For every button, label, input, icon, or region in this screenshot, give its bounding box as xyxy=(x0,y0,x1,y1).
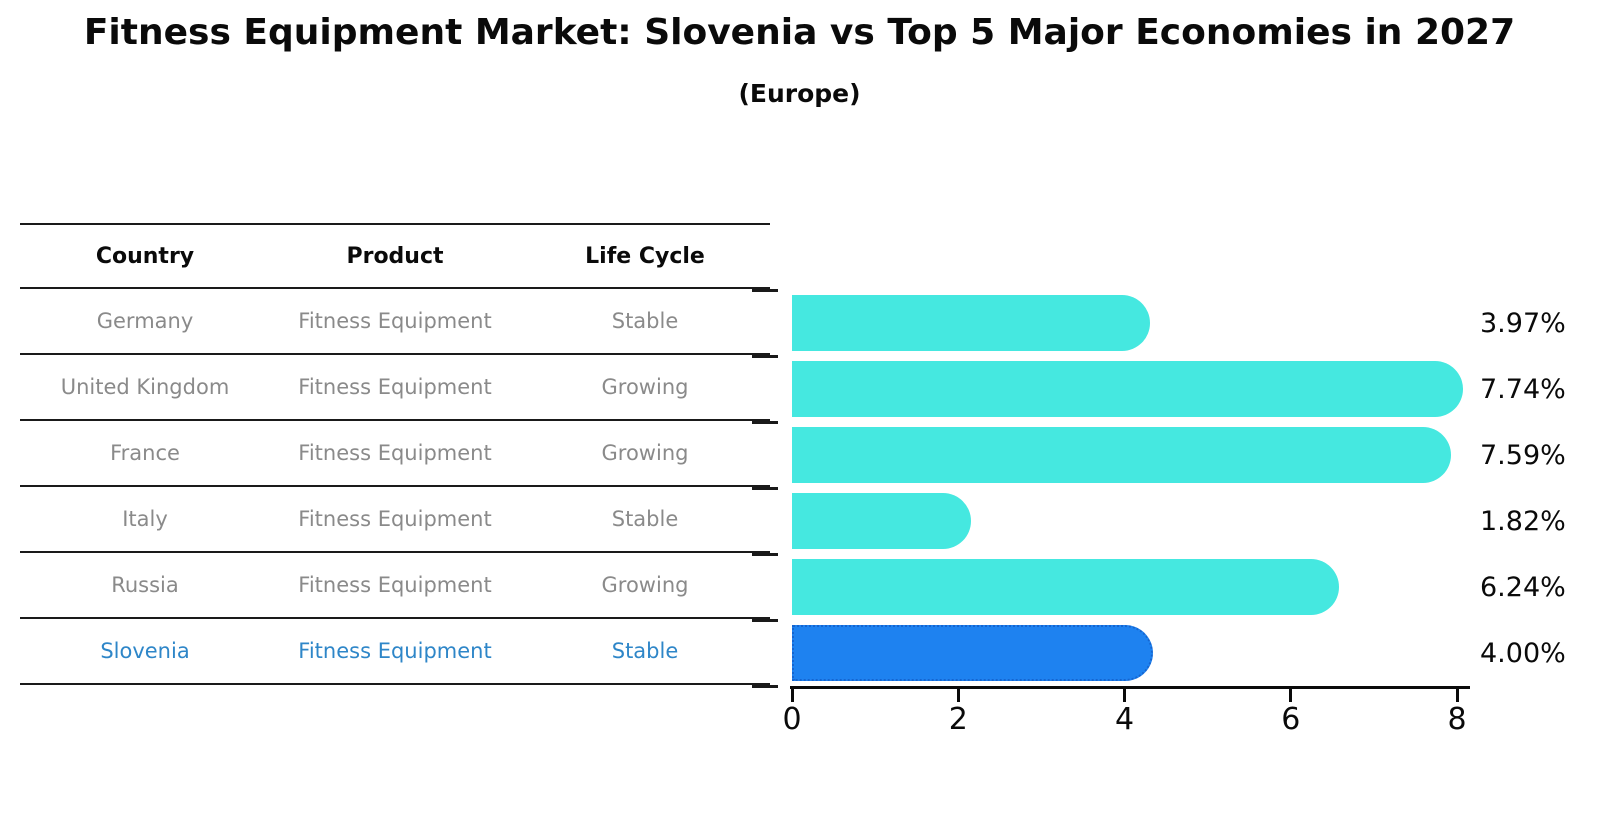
table-cell-country: United Kingdom xyxy=(60,375,230,399)
bar-value-label: 1.82% xyxy=(1480,505,1566,537)
bar-value-label: 7.74% xyxy=(1480,373,1566,405)
table-cell-country: Russia xyxy=(111,573,179,597)
table-cell-product: Fitness Equipment xyxy=(298,441,492,465)
bar-value-label: 4.00% xyxy=(1480,637,1566,669)
x-axis-tick-label: 6 xyxy=(1281,702,1301,737)
x-axis-tick xyxy=(1123,689,1126,702)
x-axis-tick-label: 4 xyxy=(1114,702,1135,737)
table-cell-life-cycle: Growing xyxy=(601,441,689,465)
table-cell-product: Fitness Equipment xyxy=(298,507,492,531)
y-axis-tick xyxy=(752,486,778,490)
table-cell-product: Fitness Equipment xyxy=(298,639,492,663)
bar-value-label: 7.59% xyxy=(1480,439,1566,471)
y-axis-tick xyxy=(752,552,778,556)
x-axis-tick-label: 0 xyxy=(782,702,802,737)
y-axis-tick xyxy=(752,354,778,358)
table-header-country: Country xyxy=(95,243,195,269)
table-cell-life-cycle: Stable xyxy=(611,309,679,333)
table-cell-life-cycle: Stable xyxy=(611,639,679,663)
table-cell-country: Slovenia xyxy=(100,639,190,663)
y-axis-tick xyxy=(752,288,778,292)
table-body: Germany Fitness Equipment Stable United Kin… xyxy=(20,289,770,685)
bar-italy xyxy=(792,493,972,549)
chart-subtitle: (Europe) xyxy=(738,79,861,108)
bar-slovenia-highlighted xyxy=(792,625,1153,681)
table-cell-product: Fitness Equipment xyxy=(298,375,492,399)
x-axis-line xyxy=(790,686,1470,689)
table-cell-country: Germany xyxy=(96,309,194,333)
x-axis-tick xyxy=(1455,689,1459,702)
table-row: Italy Fitness Equipment Stable xyxy=(20,487,770,553)
bar-russia xyxy=(792,559,1339,615)
table-cell-life-cycle: Growing xyxy=(601,573,689,597)
table-cell-country: France xyxy=(110,441,180,465)
table-cell-product: Fitness Equipment xyxy=(298,573,492,597)
chart-title: Fitness Equipment Market: Slovenia vs To… xyxy=(83,12,1516,53)
bar-france xyxy=(792,427,1451,483)
table-cell-life-cycle: Growing xyxy=(601,375,689,399)
y-axis-tick xyxy=(752,684,778,688)
x-axis-tick xyxy=(790,689,794,702)
country-table: Country Product Life Cycle Germany Fitnes… xyxy=(20,223,770,685)
table-row: Russia Fitness Equipment Growing xyxy=(20,553,770,619)
x-axis-tick-label: 8 xyxy=(1447,702,1467,737)
table-cell-product: Fitness Equipment xyxy=(298,309,492,333)
table-cell-country: Italy xyxy=(122,507,168,531)
table-header-row: Country Product Life Cycle xyxy=(20,223,770,289)
y-axis-tick xyxy=(752,420,778,424)
table-header-lifecycle: Life Cycle xyxy=(585,243,705,269)
bar-value-label: 6.24% xyxy=(1480,571,1566,603)
table-row: Slovenia Fitness Equipment Stable xyxy=(20,619,770,685)
table-header-product: Product xyxy=(346,243,444,269)
table-cell-life-cycle: Stable xyxy=(611,507,679,531)
bar-germany xyxy=(792,295,1150,351)
table-row: Germany Fitness Equipment Stable xyxy=(20,289,770,355)
y-axis-tick xyxy=(752,618,778,622)
x-axis-tick xyxy=(1289,689,1293,702)
table-row: France Fitness Equipment Growing xyxy=(20,421,770,487)
bar-united-kingdom xyxy=(792,361,1464,417)
x-axis-tick xyxy=(956,689,960,702)
bar-value-label: 3.97% xyxy=(1480,307,1566,339)
x-axis-tick-label: 2 xyxy=(948,702,968,737)
table-row: United Kingdom Fitness Equipment Growing xyxy=(20,355,770,421)
